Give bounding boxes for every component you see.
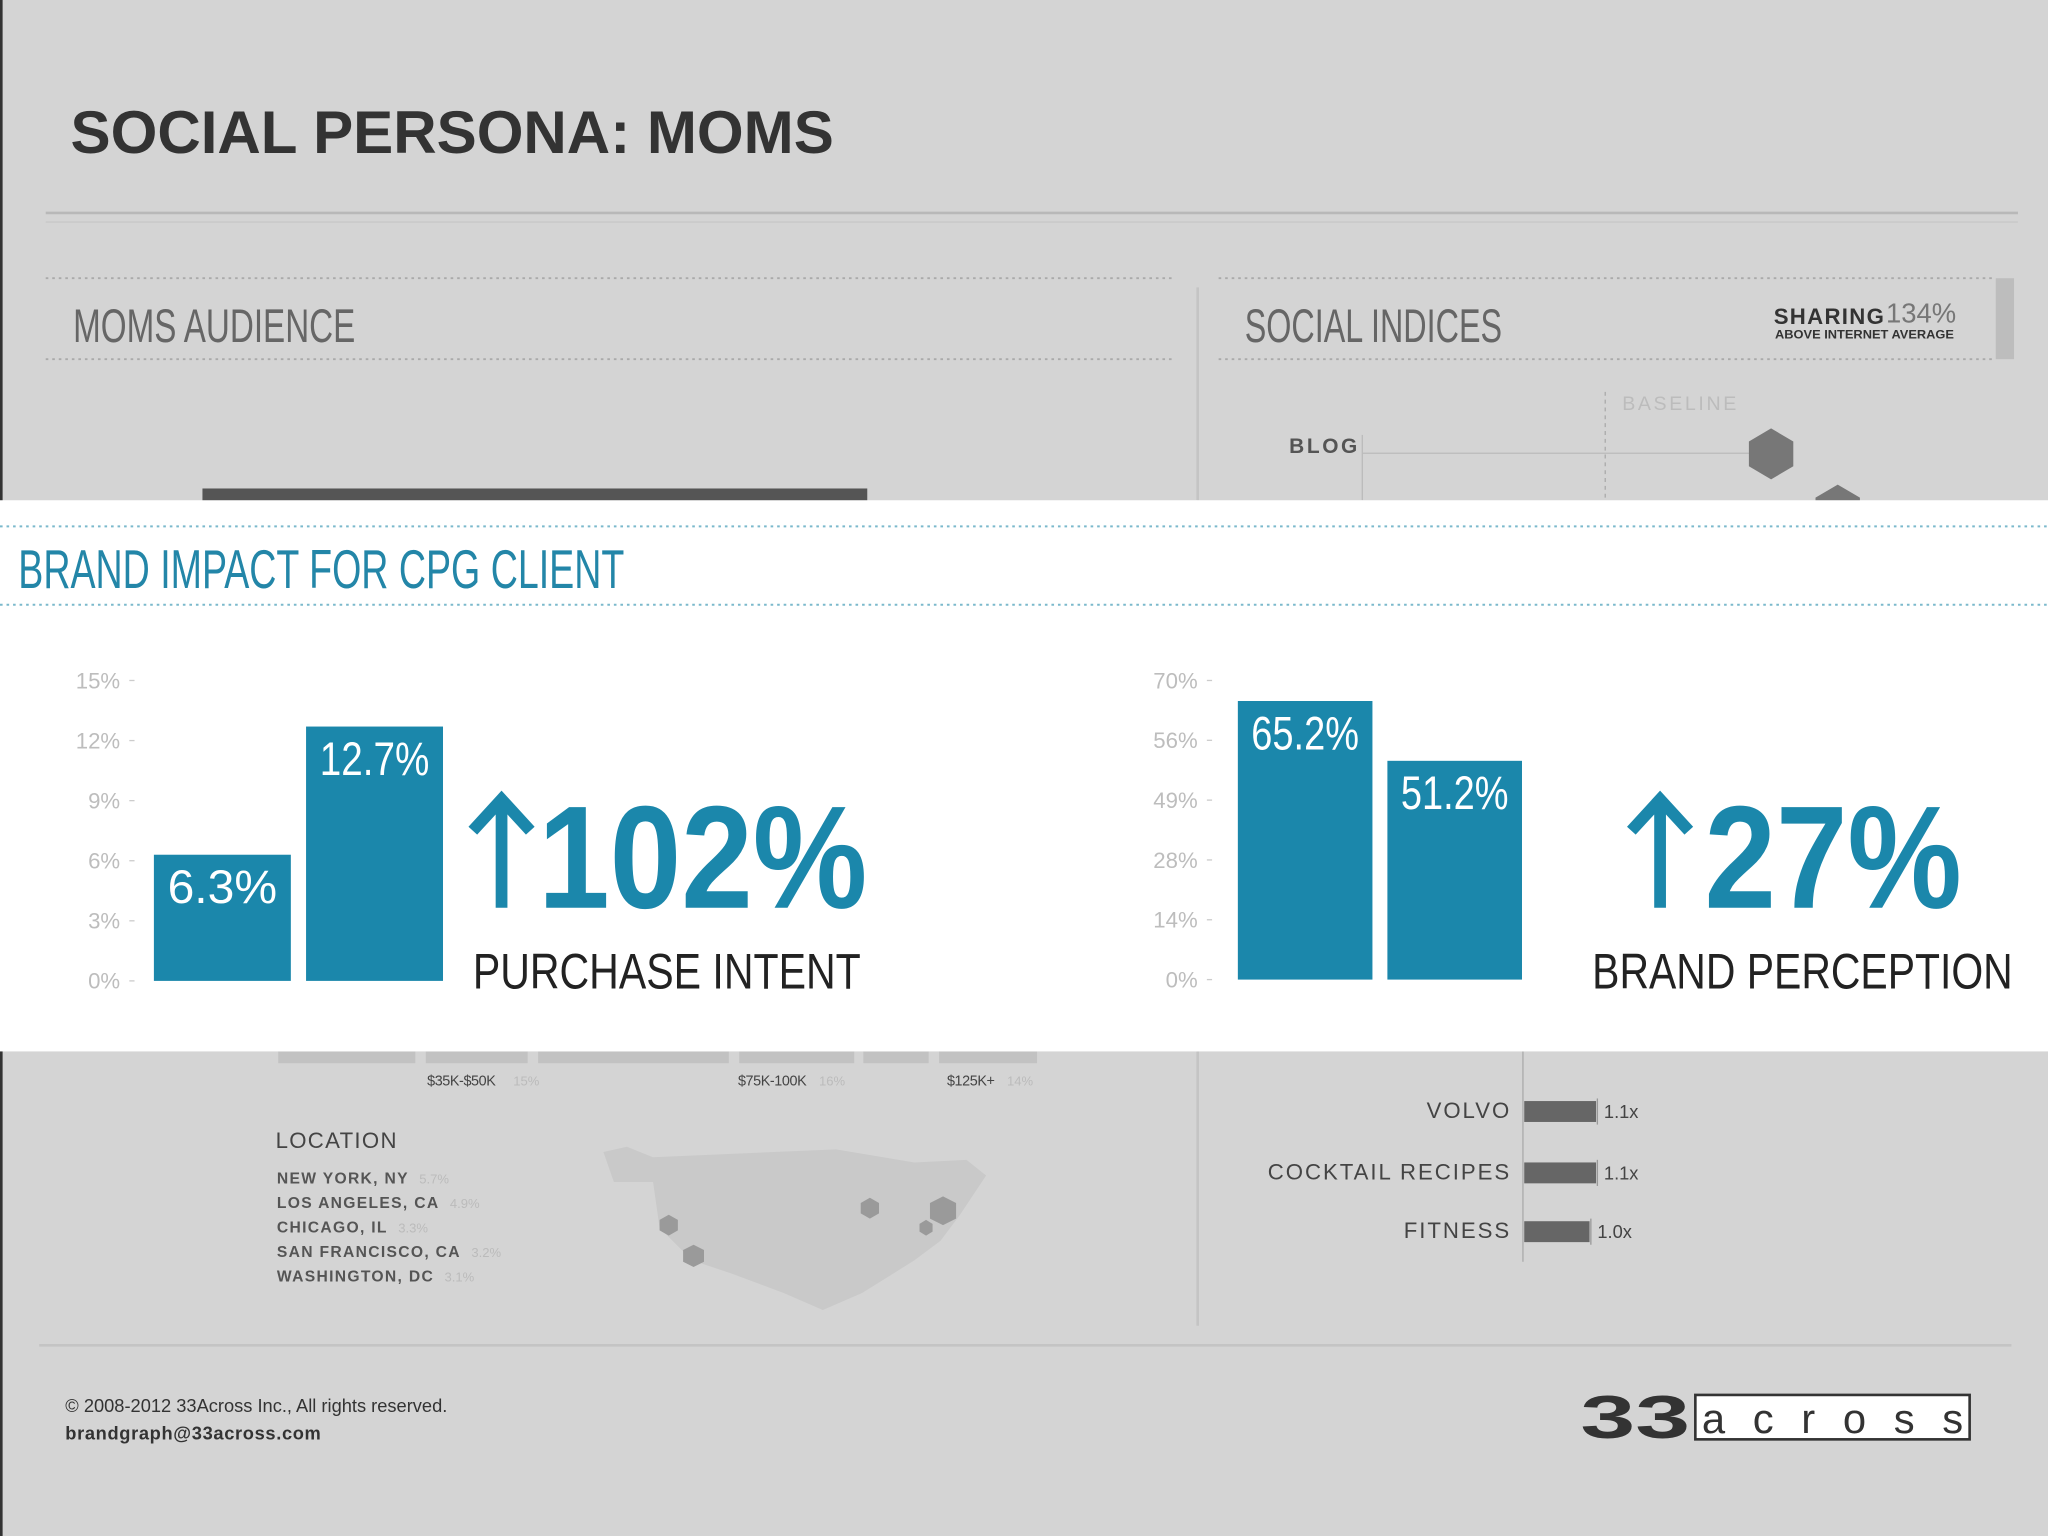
email: brandgraph@33across.com <box>65 1422 321 1443</box>
bar <box>1387 760 1522 980</box>
bar <box>306 726 444 981</box>
y-tick-label: 0% <box>88 969 120 994</box>
location-heading: LOCATION <box>276 1128 398 1153</box>
baseline-label: BASELINE <box>1622 393 1739 415</box>
caption: PURCHASE INTENT <box>473 944 861 1000</box>
location-share: 3.2% <box>471 1245 501 1260</box>
location-row: LOS ANGELES, CA 4.9% <box>277 1195 480 1212</box>
income-label: $35K-$50K <box>427 1073 496 1089</box>
y-tick-label: 15% <box>76 668 120 693</box>
y-tick-label: 3% <box>88 909 120 934</box>
location-share: 3.1% <box>445 1270 475 1285</box>
hexagon <box>1748 428 1794 480</box>
bar <box>1237 700 1373 980</box>
y-tick-label: 12% <box>76 728 120 753</box>
index-label: VOLVO <box>1427 1098 1512 1123</box>
annotation: 102% <box>538 776 867 939</box>
income-label: $125K+ <box>947 1073 995 1089</box>
location-share: 3.3% <box>398 1220 428 1235</box>
y-tick-label: 9% <box>88 788 120 813</box>
index-value: 1.1x <box>1604 1162 1639 1183</box>
location-label: NEW YORK, NY <box>277 1170 409 1187</box>
y-tick-label: 6% <box>88 849 120 874</box>
location-label: WASHINGTON, DC <box>277 1269 434 1286</box>
y-tick-label: 14% <box>1153 908 1197 933</box>
location-label: CHICAGO, IL <box>277 1219 388 1236</box>
location-label: SAN FRANCISCO, CA <box>277 1244 461 1261</box>
trend-arrow <box>468 790 535 908</box>
income-share: 14% <box>1007 1073 1034 1088</box>
value-label: 65.2% <box>1251 706 1359 759</box>
location-row: WASHINGTON, DC 3.1% <box>277 1269 475 1286</box>
index-bar <box>1524 1221 1590 1243</box>
sharing-value: 134% <box>1886 298 1956 329</box>
annotation: 27% <box>1704 776 1961 939</box>
sharing-label: SHARING <box>1774 304 1885 329</box>
map-markers <box>659 1196 957 1267</box>
index-label: BLOG <box>1289 435 1360 458</box>
us-map <box>603 1146 987 1311</box>
y-tick-label: 49% <box>1153 788 1197 813</box>
section-heading: MOMS AUDIENCE <box>73 299 355 352</box>
copyright: © 2008-2012 33Across Inc., All rights re… <box>65 1395 447 1416</box>
bar <box>153 854 291 981</box>
location-share: 4.9% <box>450 1196 480 1211</box>
index-value: 1.1x <box>1604 1101 1639 1122</box>
y-tick-label: 56% <box>1153 728 1197 753</box>
income-label: $75K-100K <box>738 1073 807 1089</box>
location-row: NEW YORK, NY 5.7% <box>277 1170 450 1187</box>
logo-box <box>1694 1393 1971 1441</box>
location-share: 5.7% <box>419 1171 449 1186</box>
overlay-title: BRAND IMPACT FOR CPG CLIENT <box>18 538 624 600</box>
index-label: COCKTAIL RECIPES <box>1268 1159 1511 1184</box>
trend-arrow <box>1627 790 1694 908</box>
y-tick-label: 28% <box>1153 848 1197 873</box>
index-value: 1.0x <box>1597 1221 1632 1242</box>
section-heading: SOCIAL INDICES <box>1245 299 1502 352</box>
location-label: LOS ANGELES, CA <box>277 1195 440 1212</box>
caption: BRAND PERCEPTION <box>1592 944 2013 1000</box>
tab <box>1995 278 2015 360</box>
location-row: SAN FRANCISCO, CA 3.2% <box>277 1244 502 1261</box>
value-label: 51.2% <box>1401 766 1509 819</box>
index-bar <box>1524 1101 1597 1122</box>
page-title: SOCIAL PERSONA: MOMS <box>71 99 834 166</box>
value-label: 12.7% <box>320 732 430 785</box>
income-strip <box>278 1051 1038 1064</box>
sharing-note: ABOVE INTERNET AVERAGE <box>1775 328 1954 341</box>
section-rules <box>45 277 1992 361</box>
y-tick-label: 0% <box>1166 967 1198 992</box>
income-share: 16% <box>819 1073 846 1088</box>
income-share: 15% <box>513 1073 540 1088</box>
value-label: 6.3% <box>168 860 278 913</box>
logo-numeral: 33 <box>1580 1384 1690 1451</box>
location-row: CHICAGO, IL 3.3% <box>277 1219 429 1236</box>
y-tick-label: 70% <box>1153 668 1197 693</box>
index-bar <box>1524 1162 1597 1184</box>
index-label: FITNESS <box>1404 1218 1511 1243</box>
